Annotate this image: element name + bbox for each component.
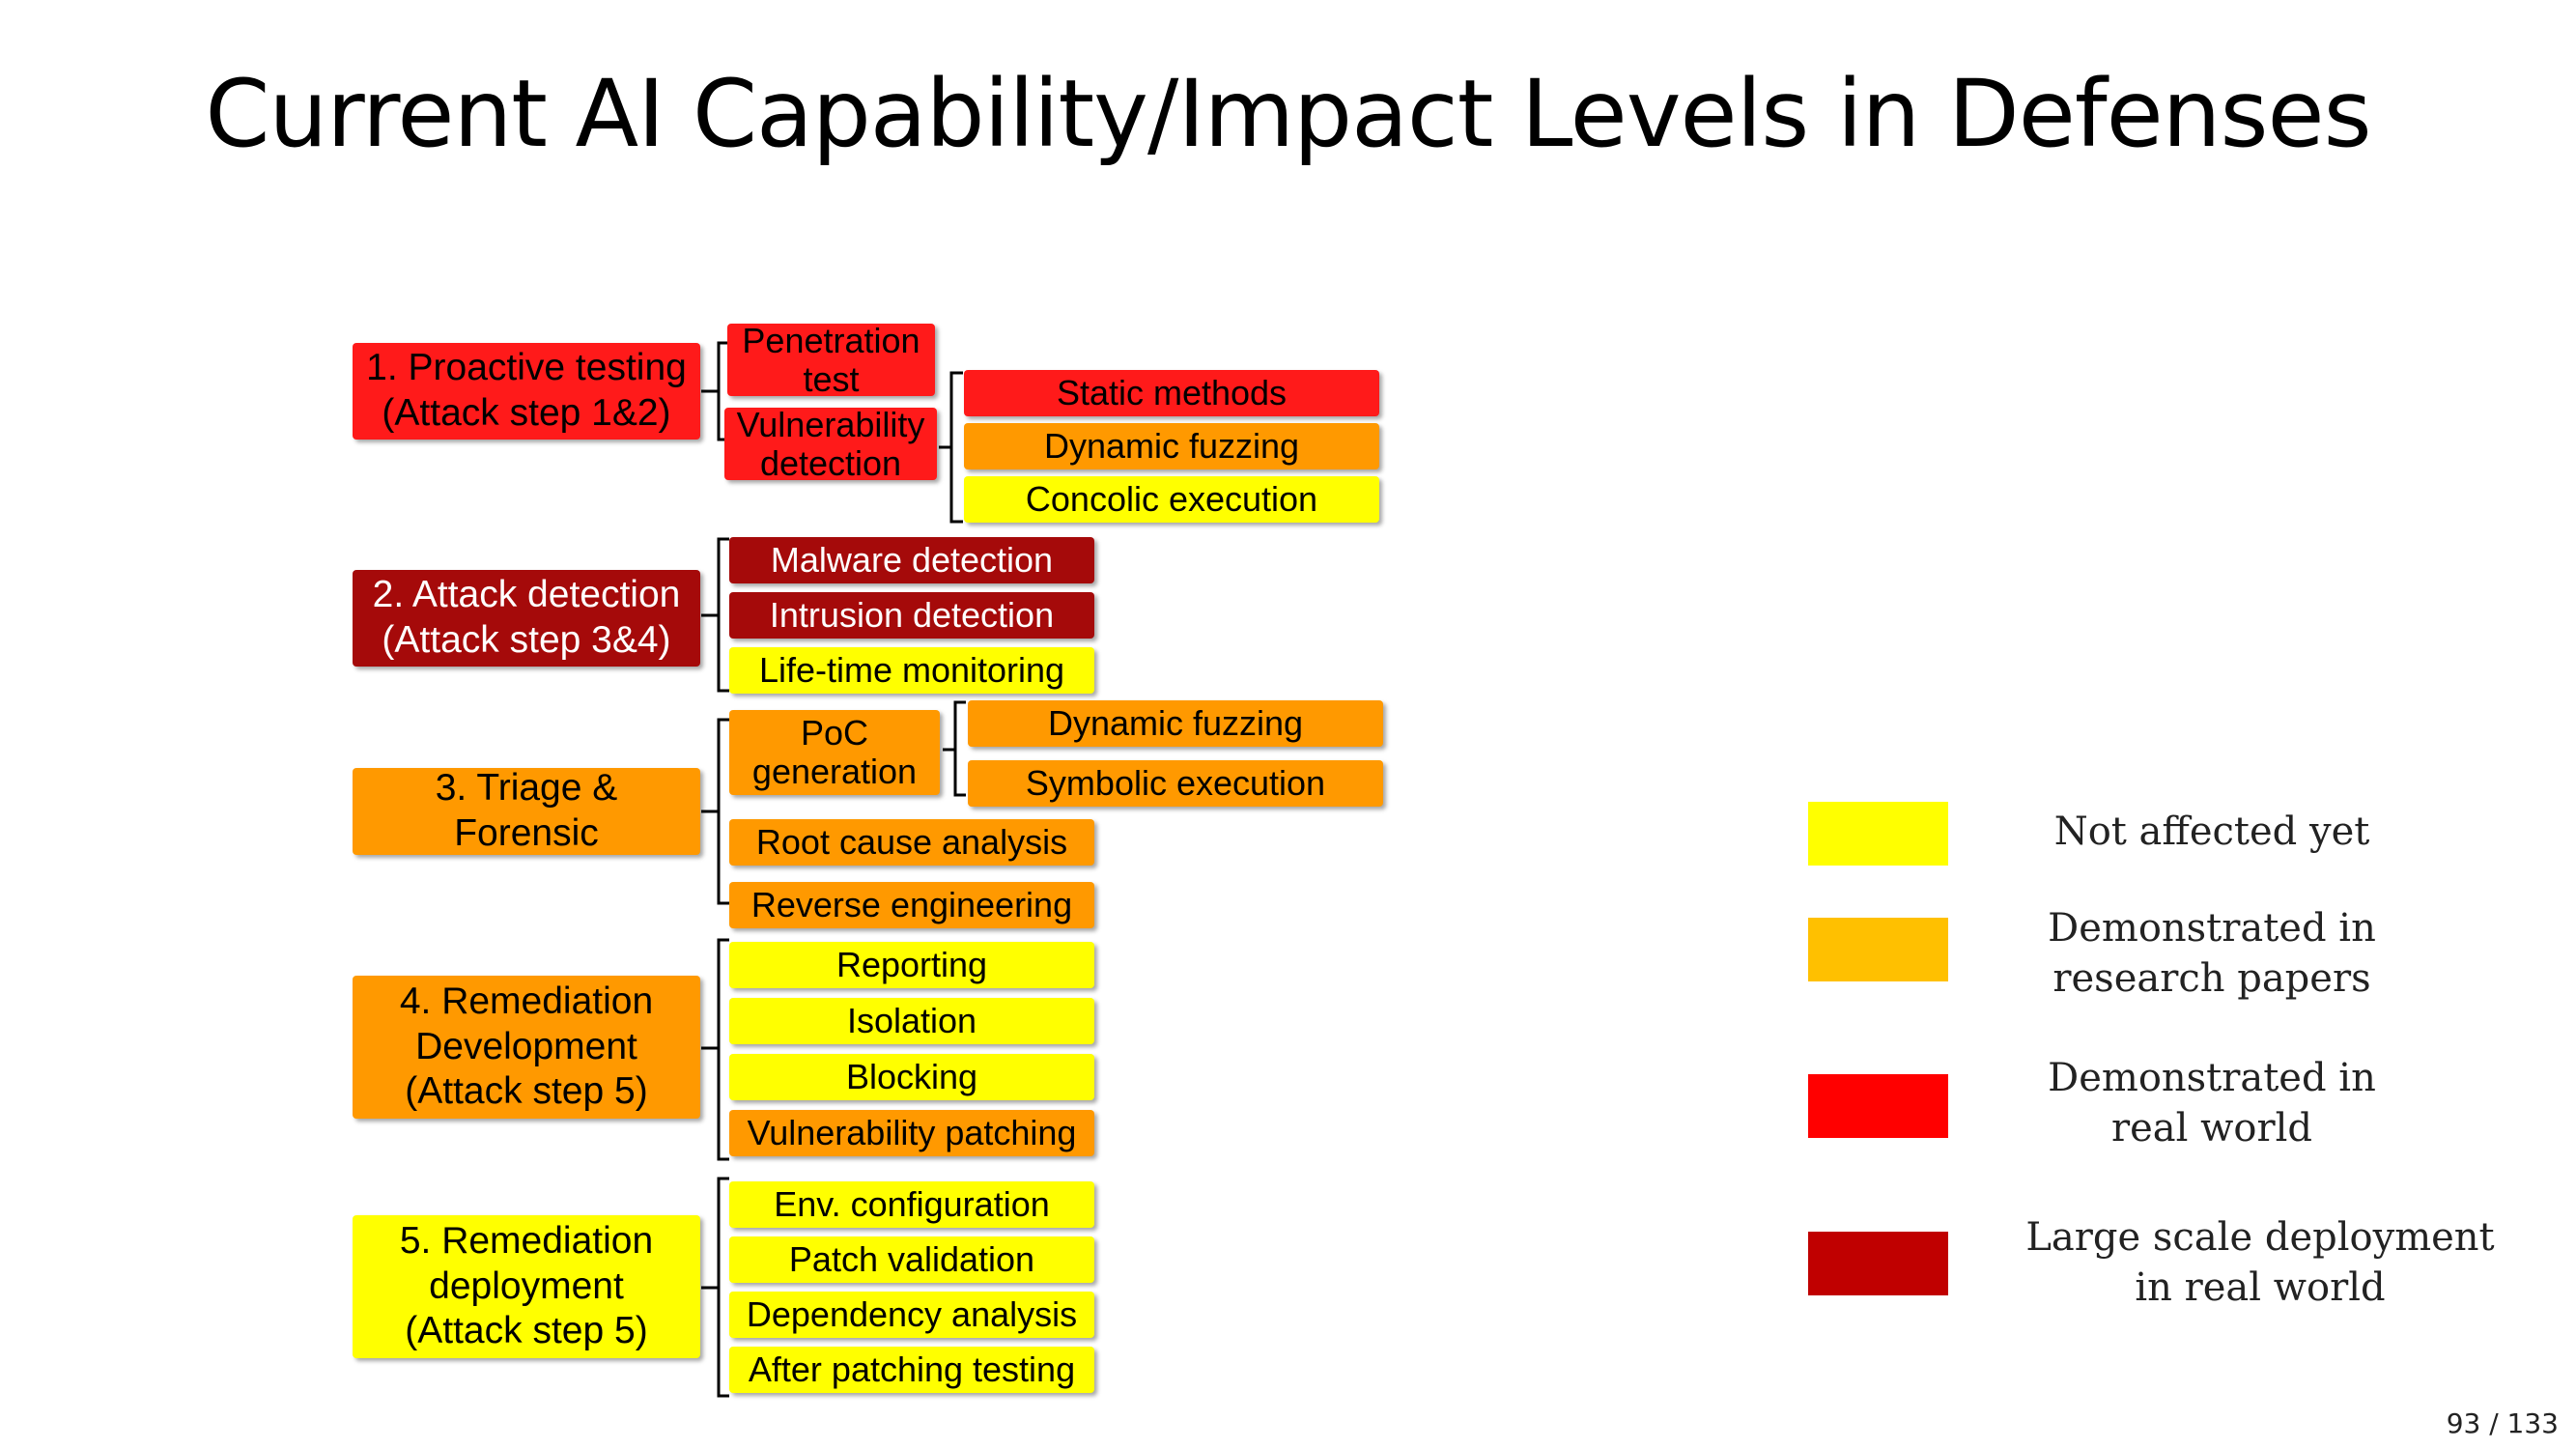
item-intrusion-detection: Intrusion detection xyxy=(729,592,1094,639)
legend-swatch-research xyxy=(1808,918,1948,981)
category-remediation-development: 4. Remediation Development (Attack step … xyxy=(353,976,700,1119)
item-life-time-monitoring: Life-time monitoring xyxy=(729,647,1094,694)
item-blocking: Blocking xyxy=(729,1054,1094,1100)
legend-label-real-world: Demonstrated in real world xyxy=(2048,1056,2376,1151)
item-penetration-test: Penetration test xyxy=(727,322,935,398)
bracket-attack-detection xyxy=(701,537,729,693)
category-attack-detection: 2. Attack detection (Attack step 3&4) xyxy=(353,570,700,667)
legend-label-not-affected: Not affected yet xyxy=(2053,810,2370,854)
bracket-proactive xyxy=(701,341,729,441)
item-root-cause-analysis: Root cause analysis xyxy=(729,819,1094,866)
item-reverse-engineering: Reverse engineering xyxy=(729,882,1094,928)
item-static-methods: Static methods xyxy=(964,370,1379,416)
category-remediation-deployment: 5. Remediation deployment (Attack step 5… xyxy=(353,1215,700,1358)
item-reporting: Reporting xyxy=(729,942,1094,988)
category-proactive-testing: 1. Proactive testing (Attack step 1&2) xyxy=(353,343,700,440)
item-vulnerability-detection: Vulnerability detection xyxy=(724,406,937,482)
bracket-poc xyxy=(943,700,966,797)
item-env-configuration: Env. configuration xyxy=(729,1181,1094,1228)
legend-swatch-real-world xyxy=(1808,1074,1948,1138)
legend-swatch-large-scale xyxy=(1808,1232,1948,1295)
slide-title: Current AI Capability/Impact Levels in D… xyxy=(205,60,2371,168)
item-dependency-analysis: Dependency analysis xyxy=(729,1292,1094,1338)
page-number: 93 / 133 xyxy=(2446,1407,2559,1439)
bracket-triage xyxy=(701,718,729,905)
item-dynamic-fuzzing-2: Dynamic fuzzing xyxy=(968,700,1383,747)
item-after-patching-testing: After patching testing xyxy=(729,1347,1094,1393)
bracket-remediation-dev xyxy=(701,938,729,1161)
legend-label-research: Demonstrated in research papers xyxy=(2048,906,2376,1001)
item-isolation: Isolation xyxy=(729,998,1094,1044)
item-concolic-execution: Concolic execution xyxy=(964,476,1379,523)
item-malware-detection: Malware detection xyxy=(729,537,1094,583)
bracket-remediation-deploy xyxy=(701,1177,729,1398)
legend-label-large-scale: Large scale deployment in real world xyxy=(2025,1215,2495,1310)
item-symbolic-execution: Symbolic execution xyxy=(968,760,1383,807)
item-vulnerability-patching: Vulnerability patching xyxy=(729,1110,1094,1156)
bracket-vuln-methods xyxy=(939,371,963,524)
item-poc-generation: PoC generation xyxy=(729,710,940,795)
item-dynamic-fuzzing-1: Dynamic fuzzing xyxy=(964,423,1379,469)
category-triage-forensic: 3. Triage & Forensic xyxy=(353,767,700,855)
item-patch-validation: Patch validation xyxy=(729,1236,1094,1283)
legend-swatch-not-affected xyxy=(1808,802,1948,866)
